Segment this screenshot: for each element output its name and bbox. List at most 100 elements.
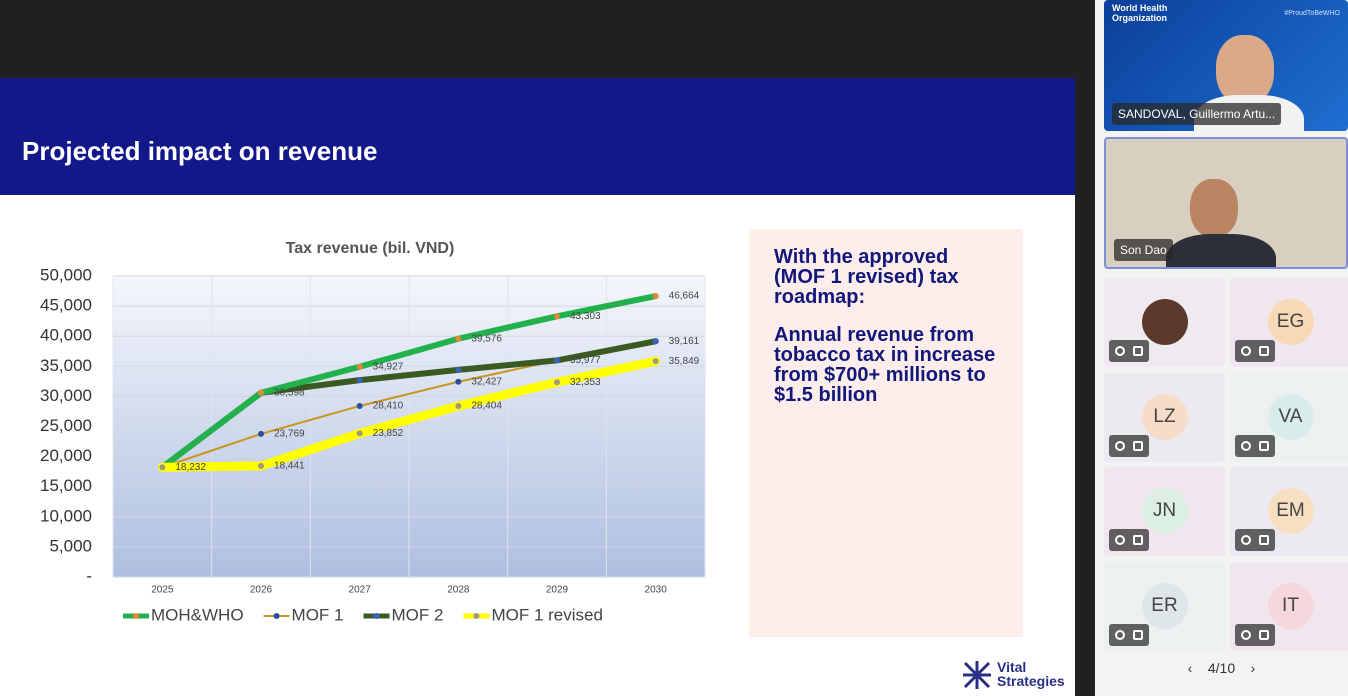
data-label: 23,852	[373, 428, 404, 439]
data-point	[554, 313, 560, 320]
y-tick-label: 5,000	[49, 536, 92, 555]
data-label: 39,161	[669, 336, 700, 347]
video-tile[interactable]: VA	[1230, 372, 1348, 462]
data-label: 23,769	[274, 429, 305, 440]
status-icons	[1235, 434, 1275, 457]
participant-initials: JN	[1141, 488, 1188, 534]
data-point	[554, 379, 560, 386]
data-point	[356, 363, 363, 370]
data-point	[554, 357, 560, 364]
x-tick-label: 2030	[645, 585, 668, 596]
x-tick-label: 2029	[546, 585, 569, 596]
status-icons	[1109, 623, 1149, 646]
data-label: 18,441	[274, 461, 305, 472]
logo-mark	[963, 661, 991, 689]
legend-marker	[273, 613, 280, 619]
panel-body: Annual revenue from tobacco tax in incre…	[774, 324, 996, 406]
legend-marker	[373, 613, 380, 619]
y-tick-label: 25,000	[40, 416, 92, 435]
video-tile[interactable]: EM	[1230, 467, 1348, 556]
participant-initials: LZ	[1141, 393, 1188, 440]
data-point	[258, 462, 264, 469]
data-label: 28,410	[373, 401, 404, 412]
data-point	[356, 402, 363, 409]
slide-title: Projected impact on revenue	[22, 136, 378, 166]
data-label: 30,598	[274, 387, 305, 398]
participant-name: SANDOVAL, Guillermo Artu...	[1112, 103, 1282, 125]
data-label: 18,232	[175, 462, 206, 473]
participants-panel: World Health Organization #ProudToBeWHO …	[1095, 0, 1348, 696]
y-tick-label: -	[86, 566, 92, 585]
legend-label: MOH&WHO	[151, 605, 244, 624]
y-tick-label: 15,000	[40, 476, 92, 495]
data-point	[356, 430, 363, 437]
status-icons	[1109, 340, 1149, 362]
y-tick-label: 30,000	[40, 386, 92, 405]
series-line	[157, 356, 661, 472]
panel-heading: With the approved (MOF 1 revised) tax ro…	[774, 246, 959, 308]
data-point	[652, 293, 659, 300]
data-point	[455, 403, 462, 410]
data-label: 39,576	[471, 333, 502, 344]
data-point	[455, 335, 462, 342]
status-icons	[1235, 623, 1275, 646]
legend-marker	[473, 613, 480, 619]
data-point	[455, 366, 462, 373]
page-indicator: 4/10	[1207, 660, 1236, 676]
y-tick-label: 20,000	[40, 446, 92, 465]
participant-name: Son Dao	[1114, 239, 1173, 261]
logo-text: Vital Strategies	[997, 659, 1065, 689]
watermark-org: World Health Organization	[1112, 3, 1168, 23]
info-panel: With the approved (MOF 1 revised) tax ro…	[749, 229, 1023, 637]
x-tick-label: 2025	[151, 585, 174, 596]
video-tile[interactable]: ER	[1104, 561, 1225, 651]
data-point	[258, 389, 264, 396]
video-tile[interactable]: LZ	[1104, 372, 1225, 462]
video-tile[interactable]: IT	[1230, 561, 1348, 651]
data-point	[356, 377, 363, 384]
data-point	[652, 358, 659, 365]
avatar	[1141, 299, 1188, 345]
data-label: 35,849	[669, 356, 700, 367]
legend-marker	[133, 613, 139, 619]
y-tick-label: 35,000	[40, 356, 92, 375]
status-icons	[1235, 340, 1275, 362]
participant-initials: EM	[1267, 488, 1314, 534]
data-point	[258, 430, 264, 437]
data-label: 46,664	[669, 291, 700, 302]
legend-label: MOF 1	[292, 605, 344, 624]
slide-header: Projected impact on revenue	[0, 78, 1075, 195]
legend-label: MOF 2	[392, 605, 444, 624]
y-tick-label: 45,000	[40, 296, 92, 315]
data-point	[652, 338, 659, 345]
x-tick-label: 2028	[447, 585, 470, 596]
data-point	[159, 464, 166, 471]
series-line	[159, 293, 659, 471]
chart-title: Tax revenue (bil. VND)	[286, 240, 455, 257]
video-tile[interactable]: JN	[1104, 467, 1225, 556]
video-tile[interactable]	[1104, 278, 1225, 367]
y-tick-label: 40,000	[40, 326, 92, 345]
watermark-tag: #ProudToBeWHO	[1284, 10, 1340, 17]
legend-label: MOF 1 revised	[491, 605, 602, 624]
video-tile[interactable]: World Health Organization #ProudToBeWHO …	[1104, 0, 1348, 131]
data-label: 43,303	[570, 311, 601, 322]
participant-initials: ER	[1141, 582, 1188, 629]
x-tick-label: 2027	[349, 585, 372, 596]
status-icons	[1109, 434, 1149, 457]
participant-initials: IT	[1267, 582, 1314, 629]
x-tick-label: 2026	[250, 585, 273, 596]
video-tile[interactable]: EG	[1230, 278, 1348, 367]
data-label: 32,353	[570, 377, 601, 388]
pagination[interactable]: ‹ 4/10 ›	[1187, 660, 1256, 676]
data-point	[455, 378, 462, 385]
video-tile[interactable]: Son Dao	[1104, 137, 1348, 269]
participant-initials: EG	[1267, 299, 1314, 345]
status-icons	[1109, 529, 1149, 551]
y-tick-label: 50,000	[40, 265, 92, 284]
data-label: 35,977	[570, 355, 601, 366]
data-label: 32,427	[471, 376, 502, 387]
status-icons	[1235, 529, 1275, 551]
slide: Projected impact on revenue Tax revenue …	[0, 78, 1075, 696]
